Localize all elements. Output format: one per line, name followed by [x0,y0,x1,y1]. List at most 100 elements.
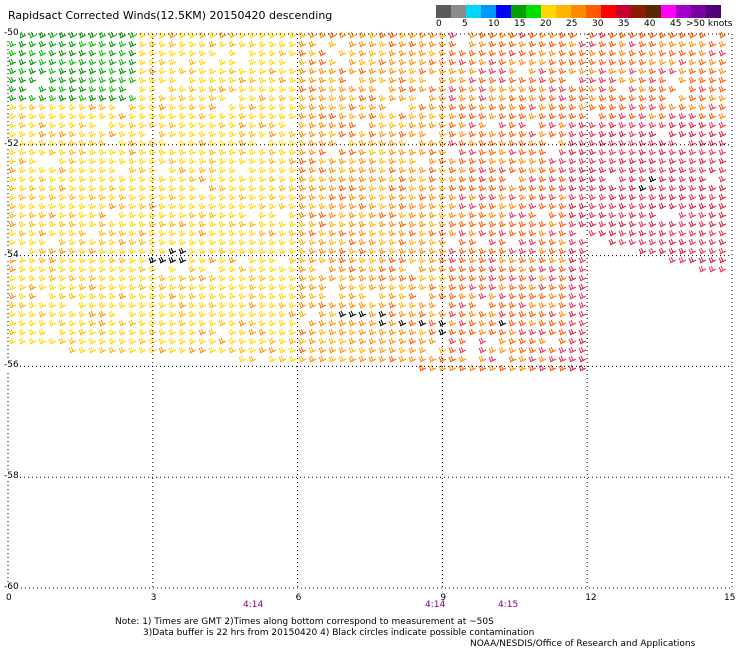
wind-barb [168,166,177,174]
wind-barb [8,292,17,300]
wind-barb [718,238,727,246]
wind-barb [208,121,217,129]
wind-barb [678,202,687,210]
wind-barb [658,85,667,93]
wind-barb [668,67,677,75]
wind-barb [528,346,537,354]
wind-barb [188,112,197,120]
wind-barb [18,202,27,210]
wind-barb [18,166,27,174]
wind-barb [208,292,217,300]
wind-barb [228,274,237,282]
wind-barb [258,85,267,93]
wind-barb [358,67,367,75]
wind-barb [598,49,607,57]
wind-barb [28,130,37,138]
wind-barb [118,157,127,165]
wind-barb [428,85,437,93]
note-line-1: Note: 1) Times are GMT 2)Times along bot… [115,617,494,627]
wind-barb [138,112,147,120]
wind-barb [388,328,397,336]
wind-barb [148,292,157,300]
wind-barb [668,229,677,237]
wind-barb [448,202,457,210]
wind-barb [548,238,557,246]
wind-barb [68,166,77,174]
wind-barb [648,238,657,246]
wind-barb [708,184,717,192]
legend-swatch [571,5,586,18]
wind-barb [638,184,647,192]
wind-barb [78,184,87,192]
wind-barb [458,175,467,183]
wind-barb [88,283,97,291]
wind-barb [638,103,647,111]
wind-barb [258,157,267,165]
wind-barb [68,94,77,102]
wind-barb [68,85,77,93]
wind-barb [298,355,307,363]
wind-barb [508,166,517,174]
wind-barb [468,265,477,273]
wind-barb [468,130,477,138]
wind-barb [288,211,297,219]
wind-barb [538,328,547,336]
wind-barb [48,76,57,84]
wind-barb [548,58,557,66]
wind-barb [128,184,137,192]
wind-barb [338,85,347,93]
wind-barb [568,337,577,345]
wind-barb [428,31,437,39]
wind-barb [78,130,87,138]
credit-line: NOAA/NESDIS/Office of Research and Appli… [470,639,696,649]
wind-barb [268,85,277,93]
wind-barb [398,76,407,84]
wind-barb [518,283,527,291]
wind-barb [618,175,627,183]
wind-barb [698,49,707,57]
wind-barb [468,166,477,174]
wind-barb [348,202,357,210]
wind-barb [478,49,487,57]
wind-barb [158,202,167,210]
wind-barb [558,112,567,120]
wind-barb [238,103,247,111]
wind-barb [208,220,217,228]
wind-barb [578,211,587,219]
wind-barb [358,157,367,165]
wind-barb [48,130,57,138]
wind-barb [608,103,617,111]
wind-barb [298,40,307,48]
wind-barb [238,202,247,210]
wind-barb [88,31,97,39]
wind-barb [688,49,697,57]
wind-barb [318,256,327,264]
wind-barb [418,166,427,174]
wind-barb [428,202,437,210]
wind-barb [238,283,247,291]
wind-barb [118,40,127,48]
wind-barb [128,211,137,219]
wind-barb [158,229,167,237]
wind-barb [408,85,417,93]
wind-barb [288,202,297,210]
wind-barb [248,166,257,174]
wind-barb [338,337,347,345]
wind-barb [678,184,687,192]
wind-barb [248,328,257,336]
wind-barb [58,130,67,138]
wind-barb [638,121,647,129]
wind-barb [178,319,187,327]
wind-barb [258,265,267,273]
wind-barb [378,211,387,219]
wind-barb [208,337,217,345]
wind-barb [648,76,657,84]
wind-barb [458,220,467,228]
wind-barb [318,337,327,345]
wind-barb [568,49,577,57]
legend-unit-label: >50 knots [686,19,733,29]
wind-barb [478,256,487,264]
wind-barb [268,76,277,84]
wind-barb [648,211,657,219]
wind-barb [198,319,207,327]
